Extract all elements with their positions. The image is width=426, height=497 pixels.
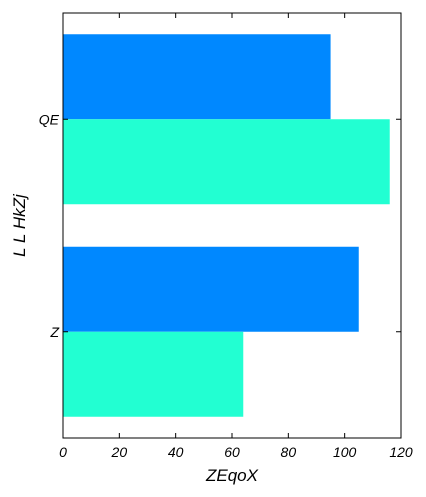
plot-frame [62,12,402,439]
x-tick-label: 60 [224,444,240,460]
bar-z-series-1 [63,331,244,417]
bars-group [63,34,390,417]
ticks-group: Z QE 0 20 40 60 80 100 120 [39,13,413,460]
x-axis-label: ZEqoX [205,466,259,485]
x-tick-label: 100 [333,444,357,460]
x-tick-label: 20 [111,444,128,460]
x-tick-label: 80 [281,444,297,460]
x-tick-label: 40 [168,444,184,460]
bar-z-series-2 [63,246,359,332]
bar-qe-series-2 [63,34,331,120]
y-tick-label: Z [49,324,59,340]
x-tick-label: 120 [389,444,413,460]
y-tick-label: QE [39,111,60,127]
x-tick-label: 0 [59,444,67,460]
y-axis-label: L L HkZj [10,193,29,257]
bar-qe-series-1 [63,119,390,205]
